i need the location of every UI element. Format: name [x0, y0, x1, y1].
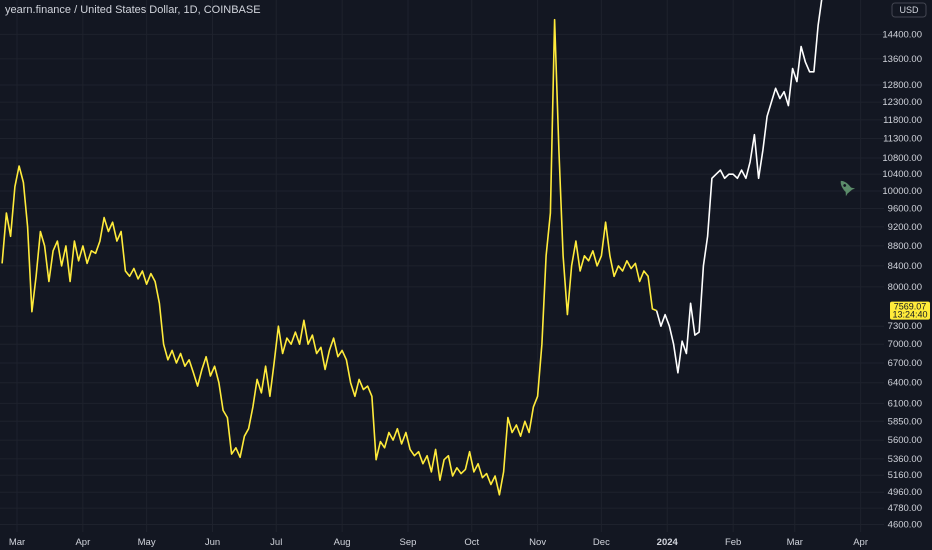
y-axis[interactable]: 14400.00 13600.00 12800.00 12300.00 11800.00… [882, 29, 922, 530]
x-tick-label: May [138, 537, 156, 548]
chart-series [1, 0, 823, 496]
current-price-countdown: 13:24:40 [892, 310, 927, 320]
y-tick-label: 9200.00 [888, 222, 922, 233]
y-tick-label: 11300.00 [883, 134, 922, 145]
y-tick-label: 4780.00 [888, 503, 922, 514]
unit-badge-label: USD [899, 5, 919, 15]
y-tick-label: 8800.00 [888, 241, 922, 252]
y-tick-label: 11800.00 [883, 115, 922, 126]
y-tick-label: 4960.00 [888, 487, 922, 498]
y-tick-label: 8400.00 [888, 261, 922, 272]
current-price-box [890, 301, 930, 320]
y-tick-label: 12300.00 [882, 97, 922, 108]
y-tick-label: 5600.00 [888, 435, 922, 446]
y-tick-label: 10000.00 [882, 186, 922, 197]
y-tick-label: 8000.00 [888, 282, 922, 293]
x-tick-label: Feb [725, 537, 741, 548]
y-tick-label: 5850.00 [888, 416, 922, 427]
chart-title: yearn.finance / United States Dollar, 1D… [5, 4, 261, 16]
x-tick-label: Mar [9, 537, 25, 548]
chart-grid [0, 0, 884, 532]
unit-badge-box [891, 2, 927, 18]
x-tick-label: Jun [205, 537, 220, 548]
y-tick-label: 5360.00 [888, 454, 922, 465]
y-tick-label: 10400.00 [882, 169, 922, 180]
y-tick-label: 6100.00 [888, 398, 922, 409]
y-tick-label: 10800.00 [882, 153, 922, 164]
y-tick-label: 4600.00 [888, 520, 922, 531]
price-series-line [1, 18, 657, 496]
y-tick-label: 6400.00 [888, 378, 922, 389]
y-tick-label: 7300.00 [888, 321, 922, 332]
x-tick-label: Aug [334, 537, 351, 548]
x-tick-label: Dec [593, 537, 610, 548]
x-tick-label: Apr [75, 537, 90, 548]
unit-badge[interactable]: USD [891, 2, 927, 18]
rocket-icon [840, 180, 856, 197]
x-axis[interactable]: Mar Apr May Jun Jul Aug Sep Oct Nov Dec 2024 Feb Mar… [9, 537, 868, 548]
x-tick-label: Apr [853, 537, 868, 548]
x-tick-label: Jul [270, 537, 282, 548]
current-price-value: 7569.07 [894, 302, 927, 312]
x-tick-label: Sep [400, 537, 417, 548]
x-tick-label: Nov [529, 537, 546, 548]
y-tick-label: 13600.00 [882, 54, 922, 65]
y-tick-label: 12800.00 [882, 80, 922, 91]
x-tick-label: 2024 [657, 537, 679, 548]
y-tick-label: 9600.00 [888, 204, 922, 215]
x-tick-label: Mar [787, 537, 803, 548]
y-tick-label: 6700.00 [888, 358, 922, 369]
current-price-tag: 7569.07 13:24:40 [890, 301, 930, 320]
x-tick-label: Oct [464, 537, 479, 548]
y-tick-label: 14400.00 [882, 29, 922, 40]
y-tick-label: 5160.00 [888, 470, 922, 481]
projection-series-line [655, 0, 823, 374]
y-tick-label: 7000.00 [888, 339, 922, 350]
